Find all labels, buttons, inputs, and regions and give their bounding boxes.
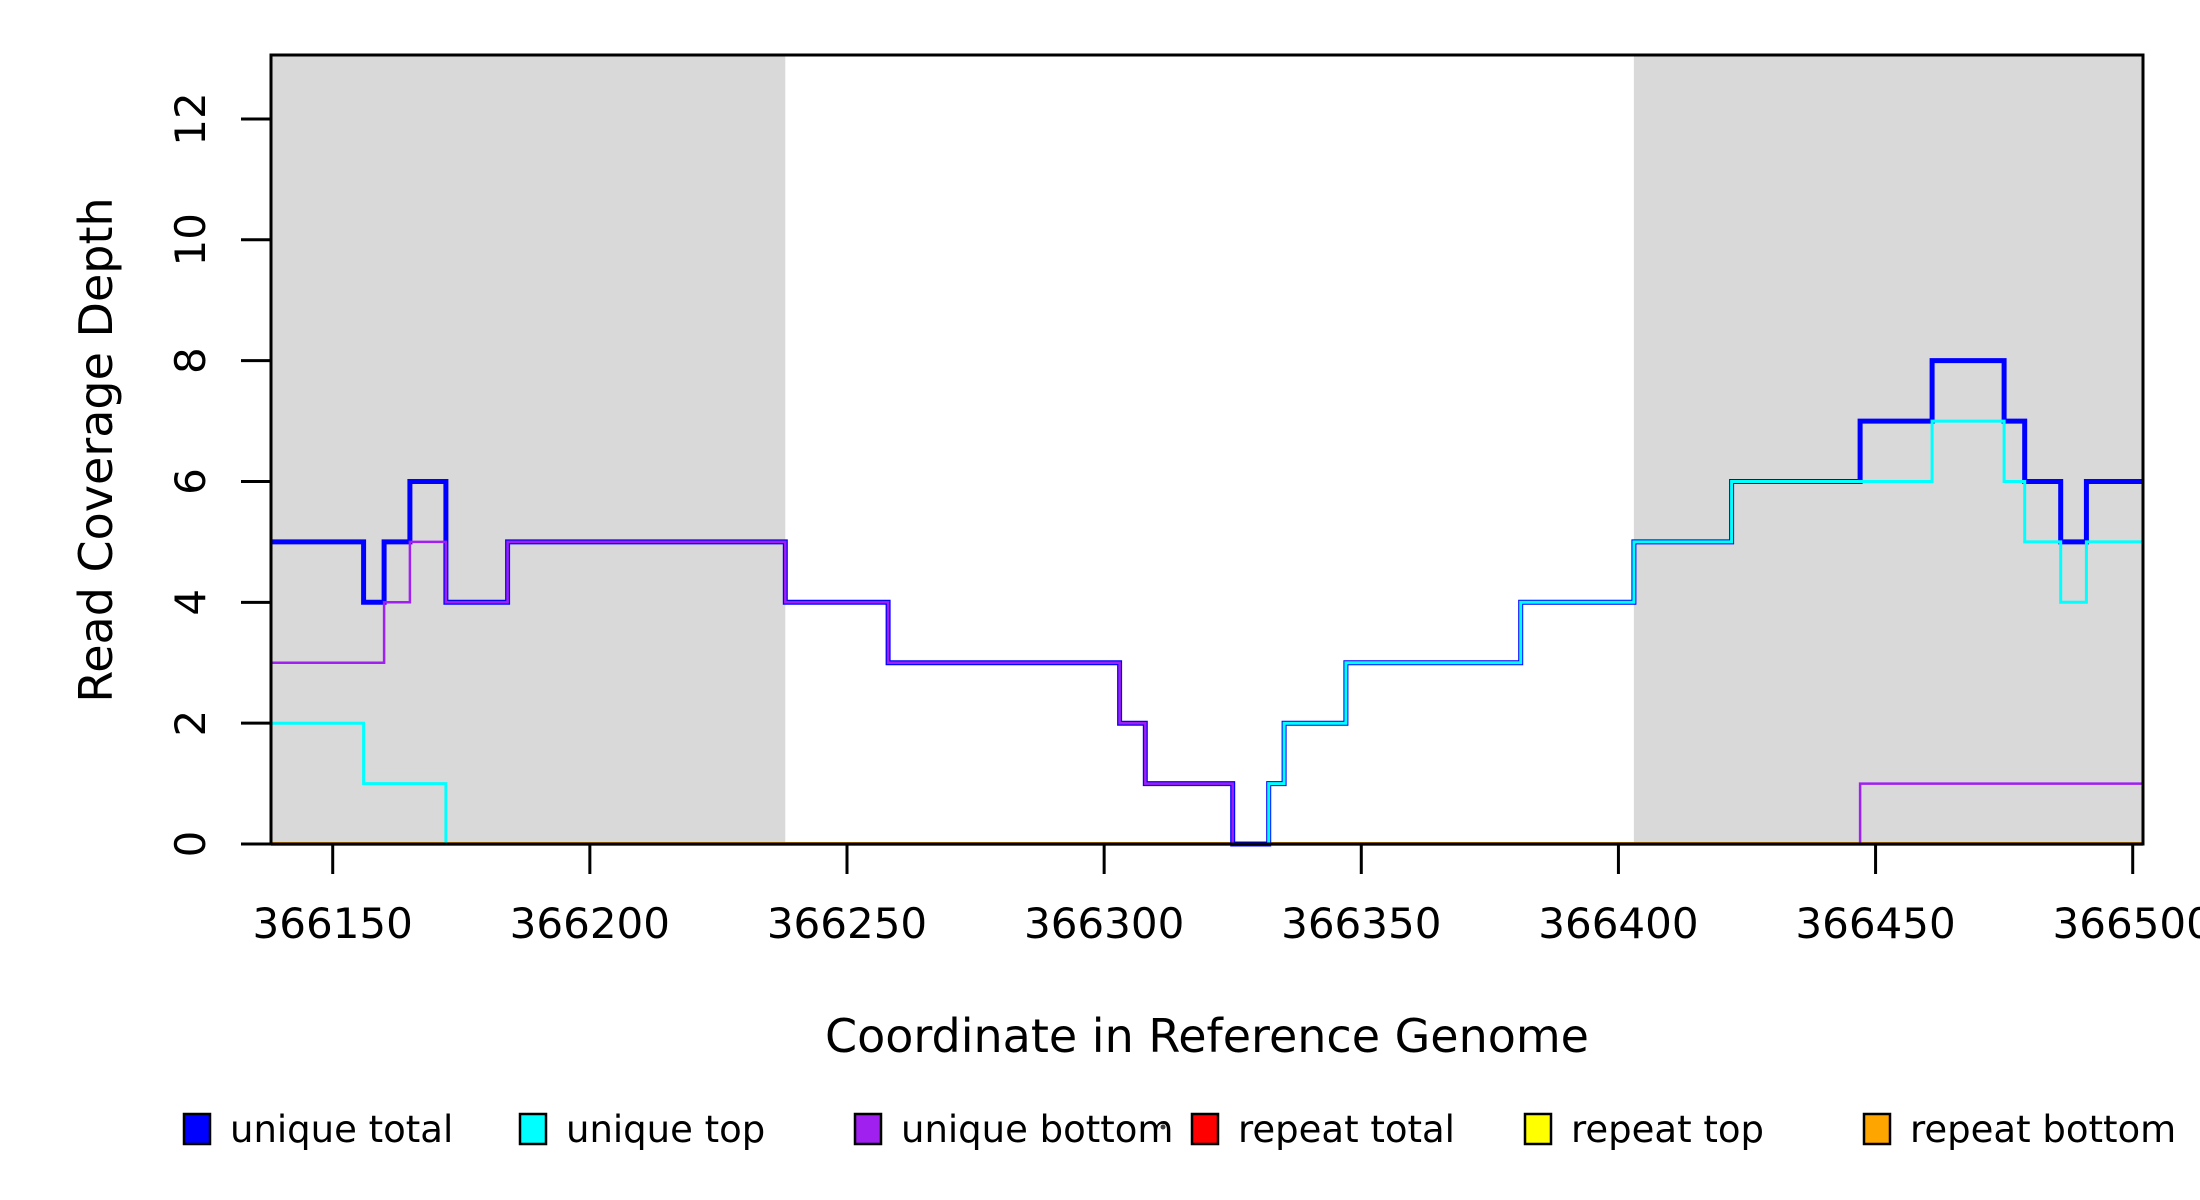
- legend-swatch-unique-bottom: [853, 1112, 883, 1146]
- x-axis-title: Coordinate in Reference Genome: [825, 1009, 1589, 1063]
- legend-label: unique top: [566, 1108, 765, 1151]
- legend-item-repeat-top: repeat top: [1523, 1108, 1764, 1151]
- x-tick-label: 366250: [767, 899, 927, 948]
- x-tick-label: 366500: [2053, 899, 2200, 948]
- legend-swatch-repeat-bottom: [1862, 1112, 1892, 1146]
- x-tick-label: 366150: [253, 899, 413, 948]
- legend-label: repeat top: [1571, 1108, 1764, 1151]
- legend-item-repeat-bottom: repeat bottom: [1862, 1108, 2176, 1151]
- x-tick-label: 366200: [510, 899, 670, 948]
- legend-label: repeat bottom: [1910, 1108, 2176, 1151]
- legend-label: unique bottom: [901, 1108, 1173, 1151]
- legend-item-unique-total: unique total: [182, 1108, 453, 1151]
- y-tick-label: 2: [166, 710, 215, 737]
- y-axis-title: Read Coverage Depth: [69, 197, 123, 702]
- plot-border: [269, 53, 2145, 846]
- y-tick-label: 12: [166, 92, 215, 145]
- legend-label: repeat total: [1238, 1108, 1455, 1151]
- series-line-unique-bottom: [271, 540, 2143, 846]
- legend-item-unique-top: unique top: [518, 1108, 765, 1151]
- legend-item-unique-bottom: unique bottom: [853, 1108, 1173, 1151]
- stray-dot-artifact: [1160, 1124, 1166, 1130]
- x-tick-label: 366450: [1795, 899, 1955, 948]
- plot-box: [269, 53, 2145, 846]
- x-tick-label: 366300: [1024, 899, 1184, 948]
- legend-swatch-repeat-total: [1190, 1112, 1220, 1146]
- y-axis: 0 2 4 6 8 10 12: [166, 92, 271, 857]
- y-tick-label: 10: [166, 213, 215, 266]
- y-tick-label: 8: [166, 347, 215, 374]
- legend-swatch-repeat-top: [1523, 1112, 1553, 1146]
- legend-item-repeat-total: repeat total: [1190, 1108, 1455, 1151]
- legend-swatch-unique-total: [182, 1112, 212, 1146]
- y-tick-label: 4: [166, 589, 215, 616]
- y-tick-label: 6: [166, 468, 215, 495]
- legend: unique total unique top unique bottom repea…: [182, 1108, 2176, 1151]
- x-axis: 366150 366200 366250 366300 366350 366400 3664…: [253, 844, 2200, 948]
- x-tick-label: 366350: [1281, 899, 1441, 948]
- legend-swatch-unique-top: [518, 1112, 548, 1146]
- legend-label: unique total: [230, 1108, 453, 1151]
- shaded-region-1: [271, 55, 786, 844]
- y-tick-label: 0: [166, 831, 215, 858]
- x-tick-label: 366400: [1538, 899, 1698, 948]
- shaded-region-2: [1633, 55, 2143, 844]
- shaded-regions: [271, 55, 2143, 844]
